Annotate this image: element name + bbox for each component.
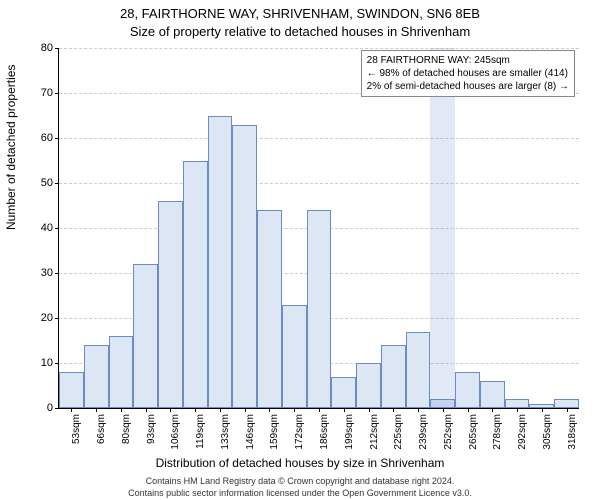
xtick-mark (96, 408, 97, 412)
xtick-mark (492, 408, 493, 412)
chart-container: 28, FAIRTHORNE WAY, SHRIVENHAM, SWINDON,… (0, 0, 600, 500)
xtick-label: 239sqm (418, 414, 429, 450)
ytick-mark (55, 273, 59, 274)
ytick-mark (55, 48, 59, 49)
ytick-mark (55, 318, 59, 319)
xtick-mark (542, 408, 543, 412)
xtick-mark (121, 408, 122, 412)
xtick-mark (170, 408, 171, 412)
xtick-label: 119sqm (195, 414, 206, 449)
ytick-label: 0 (47, 402, 53, 414)
ytick-mark (55, 408, 59, 409)
xtick-label: 199sqm (344, 414, 355, 450)
histogram-bar (133, 264, 158, 408)
histogram-bar (554, 399, 579, 408)
xtick-label: 292sqm (517, 414, 528, 450)
xtick-mark (567, 408, 568, 412)
xtick-mark (443, 408, 444, 412)
annotation-line1: 28 FAIRTHORNE WAY: 245sqm (367, 54, 569, 67)
xtick-mark (319, 408, 320, 412)
histogram-bar (84, 345, 109, 408)
histogram-bar (381, 345, 406, 408)
xtick-label: 133sqm (220, 414, 231, 450)
xtick-label: 172sqm (294, 414, 305, 450)
x-axis-label: Distribution of detached houses by size … (0, 456, 600, 470)
ytick-mark (55, 363, 59, 364)
histogram-bar (331, 377, 356, 409)
histogram-bar (307, 210, 332, 408)
xtick-label: 225sqm (393, 414, 404, 450)
xtick-label: 305sqm (542, 414, 553, 450)
xtick-label: 159sqm (269, 414, 280, 450)
histogram-bar (183, 161, 208, 409)
histogram-bar (356, 363, 381, 408)
ytick-label: 10 (41, 357, 53, 369)
xtick-label: 278sqm (492, 414, 503, 450)
xtick-mark (344, 408, 345, 412)
histogram-bar (406, 332, 431, 409)
xtick-mark (71, 408, 72, 412)
histogram-bar (257, 210, 282, 408)
xtick-label: 53sqm (71, 414, 82, 444)
chart-title-line1: 28, FAIRTHORNE WAY, SHRIVENHAM, SWINDON,… (0, 6, 600, 21)
annotation-line2: ← 98% of detached houses are smaller (41… (367, 67, 569, 80)
xtick-label: 106sqm (170, 414, 181, 450)
xtick-mark (245, 408, 246, 412)
histogram-bar (282, 305, 307, 409)
gridline (59, 48, 579, 49)
ytick-label: 70 (41, 87, 53, 99)
xtick-mark (393, 408, 394, 412)
histogram-bar (59, 372, 84, 408)
xtick-label: 252sqm (443, 414, 454, 450)
xtick-mark (269, 408, 270, 412)
histogram-bar (208, 116, 233, 409)
ytick-label: 30 (41, 267, 53, 279)
xtick-mark (220, 408, 221, 412)
histogram-bar (109, 336, 134, 408)
histogram-bar (480, 381, 505, 408)
attribution-line2: Contains public sector information licen… (0, 488, 600, 498)
xtick-mark (517, 408, 518, 412)
ytick-mark (55, 228, 59, 229)
xtick-mark (294, 408, 295, 412)
ytick-mark (55, 138, 59, 139)
ytick-label: 40 (41, 222, 53, 234)
annotation-box: 28 FAIRTHORNE WAY: 245sqm ← 98% of detac… (361, 50, 575, 97)
xtick-mark (418, 408, 419, 412)
xtick-mark (369, 408, 370, 412)
annotation-line3: 2% of semi-detached houses are larger (8… (367, 80, 569, 93)
xtick-mark (146, 408, 147, 412)
ytick-label: 80 (41, 42, 53, 54)
ytick-label: 50 (41, 177, 53, 189)
histogram-bar (505, 399, 530, 408)
histogram-bar (232, 125, 257, 409)
xtick-label: 186sqm (319, 414, 330, 450)
histogram-bar (455, 372, 480, 408)
xtick-label: 318sqm (567, 414, 578, 450)
chart-title-line2: Size of property relative to detached ho… (0, 24, 600, 39)
xtick-mark (468, 408, 469, 412)
xtick-mark (195, 408, 196, 412)
ytick-label: 20 (41, 312, 53, 324)
xtick-label: 66sqm (96, 414, 107, 444)
gridline (59, 138, 579, 139)
y-axis-label: Number of detached properties (4, 65, 18, 230)
plot-area: 0102030405060708053sqm66sqm80sqm93sqm106… (58, 48, 579, 409)
histogram-bar (158, 201, 183, 408)
ytick-mark (55, 93, 59, 94)
ytick-mark (55, 183, 59, 184)
attribution-line1: Contains HM Land Registry data © Crown c… (0, 476, 600, 486)
xtick-label: 93sqm (146, 414, 157, 444)
highlight-column (430, 48, 455, 408)
xtick-label: 212sqm (369, 414, 380, 450)
xtick-label: 80sqm (121, 414, 132, 444)
xtick-label: 265sqm (468, 414, 479, 450)
ytick-label: 60 (41, 132, 53, 144)
gridline (59, 183, 579, 184)
xtick-label: 146sqm (245, 414, 256, 450)
